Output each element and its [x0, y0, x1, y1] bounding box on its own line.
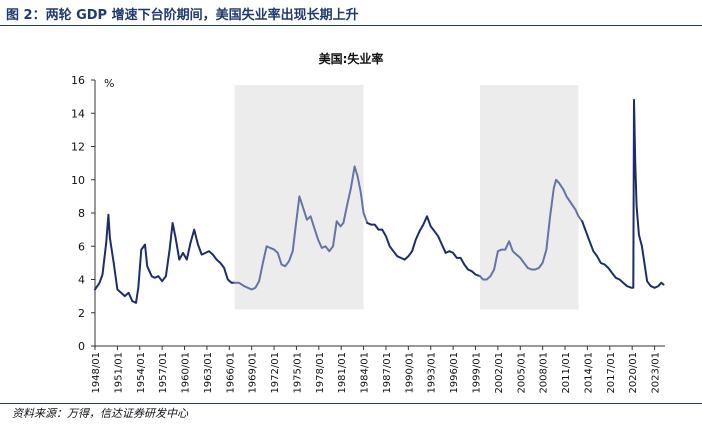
y-tick-label: 10	[71, 174, 85, 187]
y-tick-label: 14	[71, 107, 85, 120]
x-tick-labels: 1948/01 1951/01 1954/01 1957/01 1960/01 1963/…	[91, 346, 662, 394]
y-tick-label: 4	[78, 274, 85, 287]
y-tick-label: 6	[78, 240, 85, 253]
series-line-shaded-segment	[479, 178, 584, 281]
figure-title: 图 2：两轮 GDP 增速下台阶期间，美国失业率出现长期上升	[6, 8, 359, 23]
x-tick-label: 1969/01	[248, 352, 259, 394]
shaded-periods	[234, 84, 579, 310]
x-tick-label: 2008/01	[539, 352, 550, 394]
x-tick-label: 1981/01	[337, 352, 348, 394]
y-tick-label: 2	[78, 307, 85, 320]
x-tick-label: 1975/01	[292, 352, 303, 394]
y-tick-label: 16	[71, 74, 85, 87]
source-note: 资料来源：万得，信达证券研发中心	[12, 407, 188, 420]
x-tick-label: 1957/01	[158, 352, 169, 394]
x-tick-label: 1954/01	[136, 352, 147, 394]
chart-title: 美国:失业率	[318, 52, 384, 66]
y-tick-label: 8	[78, 207, 85, 220]
x-tick-label: 2017/01	[606, 352, 617, 394]
x-tick-label: 1996/01	[449, 352, 460, 394]
series-line-shaded-segment	[233, 165, 369, 291]
x-tick-label: 2005/01	[516, 352, 527, 394]
x-tick-label: 1960/01	[181, 352, 192, 394]
series-line-segment	[581, 98, 665, 289]
x-tick-label: 1966/01	[225, 352, 236, 394]
bottom-rule	[0, 403, 702, 404]
series-lines	[94, 98, 665, 304]
x-tick-label: 2014/01	[583, 352, 594, 394]
series-line-segment	[366, 215, 481, 278]
x-tick-label: 2020/01	[628, 352, 639, 394]
x-tick-label: 1978/01	[315, 352, 326, 394]
x-tick-label: 1972/01	[270, 352, 281, 394]
y-tick-label: 0	[78, 340, 85, 353]
x-tick-label: 1984/01	[360, 352, 371, 394]
y-tick-label: 12	[71, 141, 85, 154]
x-tick-label: 1951/01	[113, 352, 124, 394]
y-unit-label: %	[104, 77, 115, 90]
x-tick-label: 1990/01	[404, 352, 415, 394]
x-tick-label: 1999/01	[471, 352, 482, 394]
x-tick-label: 2002/01	[494, 352, 505, 394]
x-tick-label: 1987/01	[382, 352, 393, 394]
axes	[94, 80, 665, 347]
top-rule	[0, 25, 702, 26]
shaded-period-2	[479, 84, 579, 310]
y-tick-labels: 0 2 4 6 8 10 12 14 16	[71, 74, 95, 353]
x-tick-label: 1993/01	[427, 352, 438, 394]
x-tick-label: 1963/01	[203, 352, 214, 394]
series-line-segment	[94, 213, 236, 304]
x-tick-label: 1948/01	[91, 352, 102, 394]
x-tick-label: 2011/01	[561, 352, 572, 394]
x-tick-label: 2023/01	[651, 352, 662, 394]
